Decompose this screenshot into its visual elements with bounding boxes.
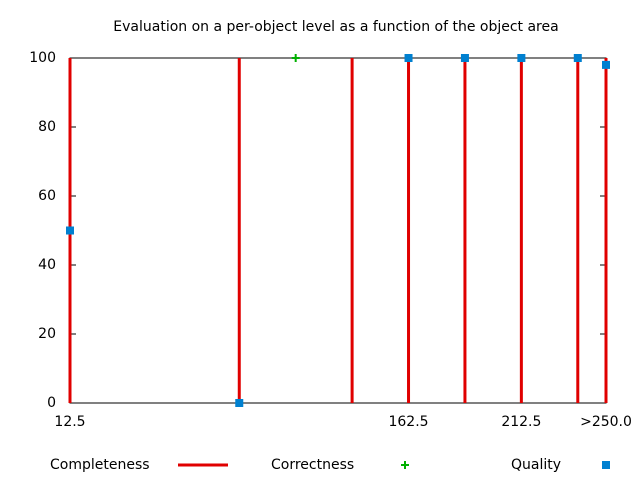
y-tick-label: 20 — [38, 326, 56, 342]
y-tick-label: 40 — [38, 257, 56, 273]
legend-label: Completeness — [50, 457, 150, 473]
x-tick-label: 12.5 — [54, 414, 85, 430]
chart-title: Evaluation on a per-object level as a fu… — [113, 19, 558, 35]
square-marker — [602, 60, 610, 69]
square-marker — [235, 399, 244, 407]
legend-symbol — [401, 461, 409, 469]
x-tick-label: 162.5 — [388, 414, 428, 430]
square-marker — [404, 54, 413, 62]
plot-border — [69, 57, 607, 404]
plus-marker — [291, 54, 300, 62]
x-tick-label: >250.0 — [580, 414, 632, 430]
square-marker — [573, 54, 582, 62]
legend-label: Quality — [511, 457, 561, 473]
x-tick-label: 212.5 — [501, 414, 541, 430]
y-tick-label: 60 — [38, 188, 56, 204]
y-tick-label: 100 — [29, 50, 56, 66]
square-marker — [460, 54, 469, 62]
square-marker — [517, 54, 526, 62]
y-tick-label: 0 — [47, 395, 56, 411]
square-marker — [66, 226, 74, 235]
legend-symbol — [602, 461, 610, 469]
y-tick-label: 80 — [38, 119, 56, 135]
legend-label: Correctness — [271, 457, 354, 473]
